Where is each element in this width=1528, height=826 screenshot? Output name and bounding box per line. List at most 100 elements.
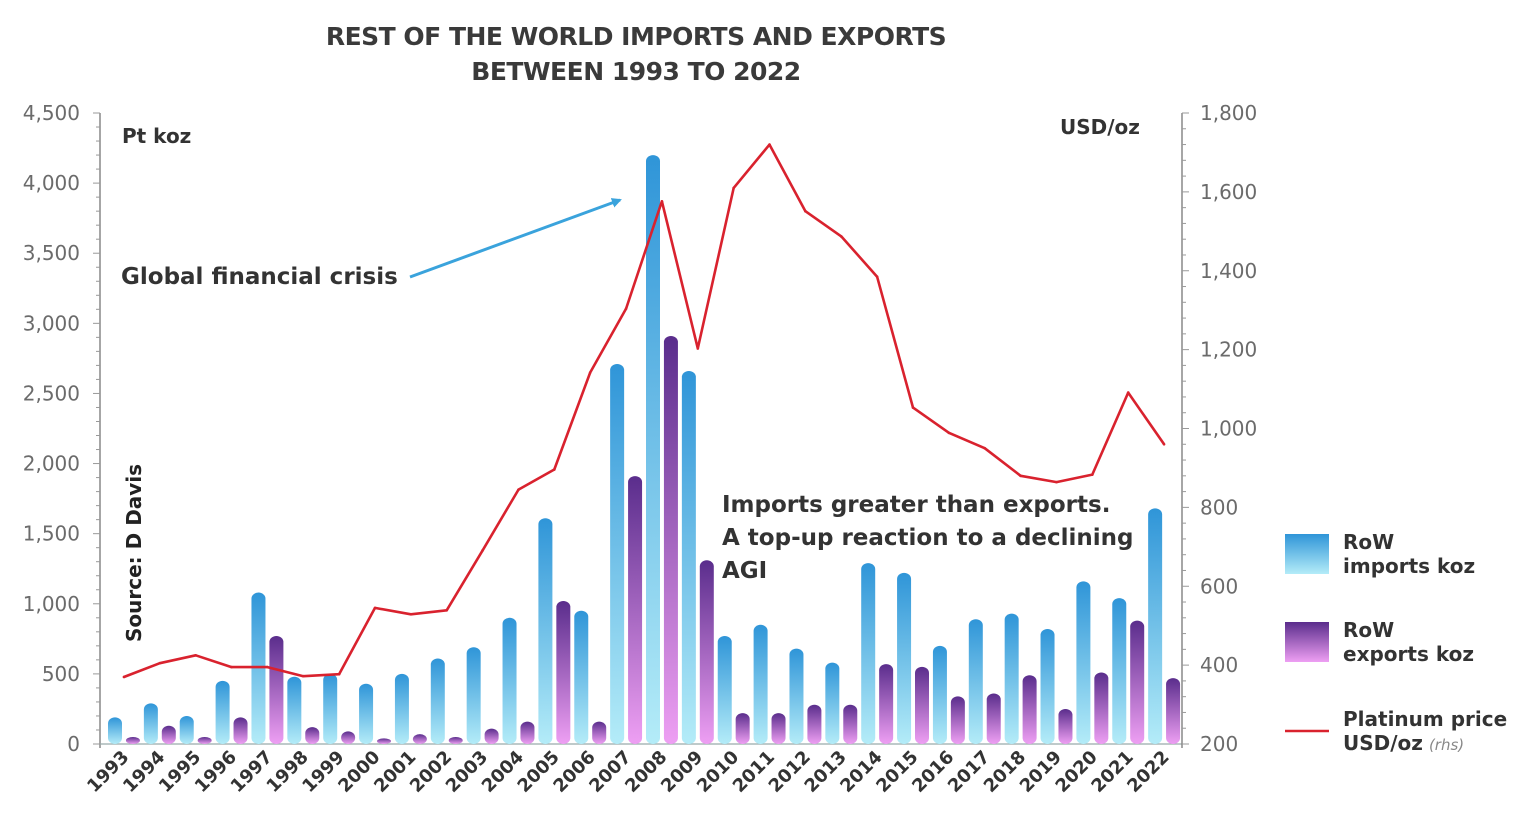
bar-exports-2005 <box>556 600 571 744</box>
bar-exports-2008 <box>663 335 678 744</box>
bar-imports-1998 <box>287 676 302 744</box>
bar-exports-2019 <box>1058 708 1073 744</box>
bar-exports-2006 <box>592 721 607 744</box>
bar-exports-2001 <box>412 734 427 744</box>
annotation-imports-line-1: Imports greater than exports. <box>722 492 1110 518</box>
bar-imports-2021 <box>1112 598 1127 744</box>
legend-swatch-exports <box>1285 622 1329 662</box>
x-axis-tick-labels: 1993199419951996199719981999200020012002… <box>83 747 1173 797</box>
left-axis-tick-label: 1,500 <box>23 522 80 546</box>
bar-imports-2006 <box>574 610 589 744</box>
bar-exports-2014 <box>879 664 894 744</box>
legend-label-price-suffix: (rhs) <box>1429 736 1464 754</box>
bar-imports-2007 <box>610 363 625 744</box>
bar-imports-2003 <box>466 647 481 744</box>
left-axis-tick-label: 500 <box>42 662 80 686</box>
bar-imports-2014 <box>861 563 876 744</box>
bar-imports-2015 <box>897 572 912 744</box>
right-axis-tick-label: 1,800 <box>1200 101 1257 125</box>
bar-exports-1998 <box>305 727 320 744</box>
bar-imports-1996 <box>215 680 230 744</box>
right-axis-tick-label: 1,000 <box>1200 417 1257 441</box>
bar-imports-2022 <box>1148 508 1163 744</box>
price-line <box>123 143 1166 679</box>
bar-exports-2021 <box>1130 620 1145 744</box>
left-axis-tick-label: 4,500 <box>23 101 80 125</box>
bar-imports-2005 <box>538 518 553 744</box>
bar-imports-2017 <box>968 619 983 744</box>
right-axis-tick-label: 1,400 <box>1200 259 1257 283</box>
bar-exports-2017 <box>986 693 1001 744</box>
annotation-imports-line-2: A top-up reaction to a declining <box>722 525 1134 551</box>
left-axis: 0 500 1,000 1,500 2,000 2,500 3,000 3,500 4,000 4… <box>23 101 1182 756</box>
bar-imports-2008 <box>646 155 660 745</box>
bar-exports-1994 <box>161 725 176 744</box>
legend-label-price-line-2: USD/oz (rhs) <box>1343 731 1464 755</box>
bar-imports-2019 <box>1040 629 1055 744</box>
bar-imports-2012 <box>789 648 804 744</box>
left-axis-tick-label: 3,000 <box>23 311 80 335</box>
left-axis-tick-label: 2,500 <box>23 381 80 405</box>
left-axis-tick-label: 4,000 <box>23 171 80 195</box>
chart-title-line-1: REST OF THE WORLD IMPORTS AND EXPORTS <box>326 22 946 51</box>
bar-exports-2012 <box>807 704 822 744</box>
annotation-crisis: Global financial crisis <box>121 264 398 290</box>
bar-imports-2013 <box>825 662 840 744</box>
bar-imports-2018 <box>1004 613 1019 744</box>
legend-label-imports-line-2: imports koz <box>1343 554 1475 578</box>
bar-imports-1994 <box>143 703 158 744</box>
bar-exports-2013 <box>843 704 858 744</box>
bar-imports-1999 <box>323 673 338 744</box>
right-axis: 200 400 600 800 1,000 1,200 1,400 1,600 1,800 <box>1181 101 1257 756</box>
right-axis-tick-label: 1,600 <box>1200 180 1257 204</box>
bar-exports-1999 <box>341 731 356 744</box>
right-axis-tick-label: 200 <box>1200 732 1238 756</box>
crisis-arrow <box>409 198 622 279</box>
bar-exports-1997 <box>269 636 284 744</box>
legend-label-price-unit: USD/oz <box>1343 731 1423 755</box>
source-label: Source: D Davis <box>122 464 146 642</box>
right-axis-label: USD/oz <box>1060 115 1140 139</box>
bar-exports-2016 <box>950 696 965 744</box>
bar-exports-2015 <box>915 666 929 744</box>
bar-exports-2010 <box>735 713 750 744</box>
bar-imports-2009 <box>681 371 696 744</box>
bar-imports-1995 <box>179 715 194 744</box>
annotation-imports-line-3: AGI <box>722 558 767 584</box>
right-axis-tick-label: 600 <box>1200 574 1238 598</box>
bar-imports-1993 <box>108 717 122 744</box>
bar-imports-2011 <box>753 624 768 744</box>
bar-imports-2002 <box>430 658 445 744</box>
bar-exports-2022 <box>1166 678 1181 744</box>
x-axis-tick-label: 2022 <box>1123 747 1173 797</box>
chart-title-line-2: BETWEEN 1993 TO 2022 <box>471 57 800 86</box>
left-axis-tick-label: 3,500 <box>23 241 80 265</box>
bar-exports-2018 <box>1022 675 1037 744</box>
right-axis-tick-label: 400 <box>1200 653 1238 677</box>
legend: RoW imports koz RoW exports koz Platinum… <box>1285 530 1507 755</box>
bar-exports-2000 <box>377 738 391 744</box>
bar-exports-1993 <box>125 736 140 744</box>
legend-swatch-imports <box>1285 534 1329 574</box>
bar-exports-2003 <box>484 728 499 744</box>
bar-exports-2011 <box>771 713 786 744</box>
bar-imports-2010 <box>717 636 732 744</box>
right-axis-tick-label: 800 <box>1200 495 1238 519</box>
bar-exports-2020 <box>1094 672 1109 744</box>
bar-imports-2000 <box>359 683 374 744</box>
bar-imports-2020 <box>1076 581 1091 744</box>
left-axis-tick-label: 1,000 <box>23 592 80 616</box>
bars <box>108 143 1181 745</box>
bar-exports-2002 <box>448 736 463 744</box>
left-axis-tick-label: 0 <box>67 732 80 756</box>
legend-label-exports-line-1: RoW <box>1343 618 1394 642</box>
legend-label-exports-line-2: exports koz <box>1343 642 1474 666</box>
legend-label-price-line-1: Platinum price <box>1343 707 1507 731</box>
bar-exports-1996 <box>233 717 248 744</box>
left-axis-label: Pt koz <box>122 124 191 148</box>
bar-imports-2001 <box>394 673 409 744</box>
bar-imports-2004 <box>502 617 517 744</box>
bar-exports-2009 <box>699 560 714 744</box>
bar-exports-2007 <box>628 476 643 744</box>
